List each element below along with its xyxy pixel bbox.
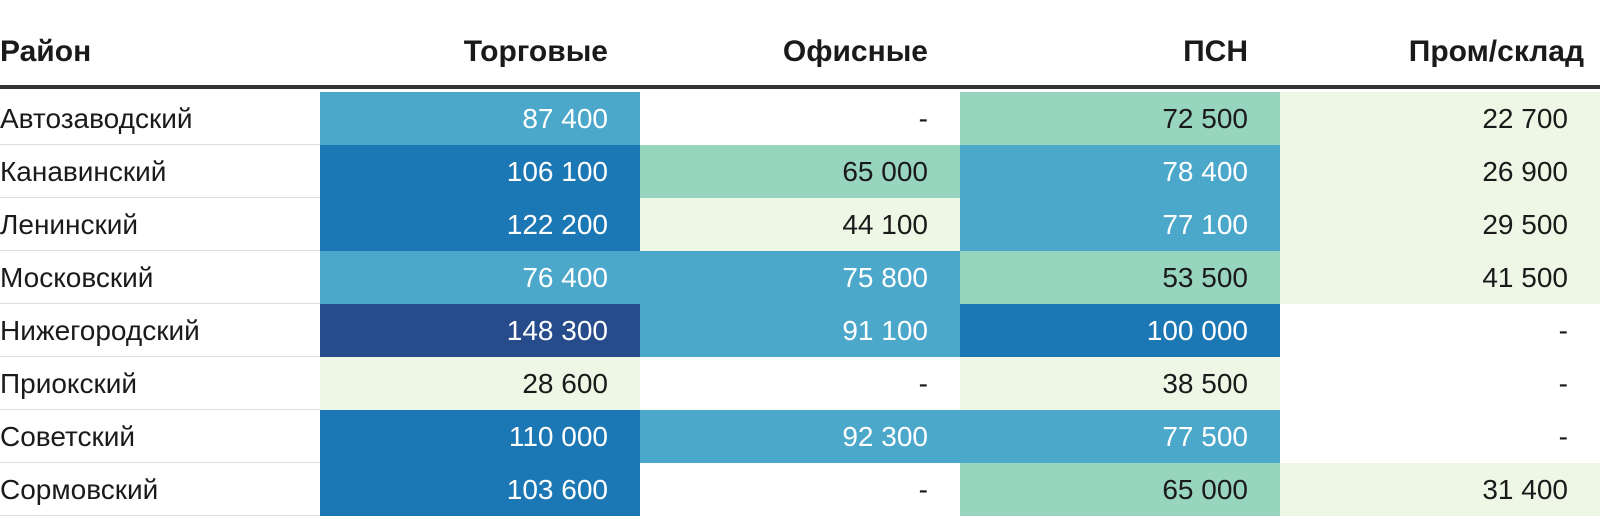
value-cell-psn: 77 500 xyxy=(960,410,1280,463)
value-cell-industrial: 22 700 xyxy=(1280,92,1600,145)
value-cell-psn: 65 000 xyxy=(960,463,1280,516)
value-cell-psn: 77 100 xyxy=(960,198,1280,251)
value-cell-industrial: 41 500 xyxy=(1280,251,1600,304)
value-cell-retail: 110 000 xyxy=(320,410,640,463)
district-name-cell: Советский xyxy=(0,421,136,452)
value-cell-industrial: 26 900 xyxy=(1280,145,1600,198)
district-name-cell: Сормовский xyxy=(0,474,159,505)
value-cell-office: 65 000 xyxy=(640,145,960,198)
column-header-industrial: Пром/склад xyxy=(1408,35,1584,68)
table-row: Ленинский 122 200 44 100 77 100 29 500 xyxy=(0,198,1600,251)
table-row: Сормовский 103 600-65 000 31 400 xyxy=(0,463,1600,516)
value-cell-office: - xyxy=(640,357,960,410)
value-cell-office: 91 100 xyxy=(640,304,960,357)
value-cell-office: - xyxy=(640,92,960,145)
table-row: Нижегородский 148 300 91 100 100 000- xyxy=(0,304,1600,357)
district-name-cell: Ленинский xyxy=(0,209,139,240)
column-header-office: Офисные xyxy=(782,35,928,68)
table-header: Район Торговые Офисные ПСН Пром/склад xyxy=(0,0,1600,89)
column-header-psn: ПСН xyxy=(1183,35,1248,68)
table-row: Автозаводский 87 400-72 500 22 700 xyxy=(0,92,1600,145)
table-row: Советский 110 000 92 300 77 500- xyxy=(0,410,1600,463)
value-cell-industrial: - xyxy=(1280,357,1600,410)
value-cell-retail: 148 300 xyxy=(320,304,640,357)
value-cell-office: 44 100 xyxy=(640,198,960,251)
column-header-retail: Торговые xyxy=(463,35,608,68)
value-cell-office: - xyxy=(640,463,960,516)
value-cell-retail: 122 200 xyxy=(320,198,640,251)
district-name-cell: Московский xyxy=(0,262,154,293)
value-cell-retail: 87 400 xyxy=(320,92,640,145)
table-row: Московский 76 400 75 800 53 500 41 500 xyxy=(0,251,1600,304)
district-name-cell: Приокский xyxy=(0,368,138,399)
value-cell-retail: 103 600 xyxy=(320,463,640,516)
district-name-cell: Канавинский xyxy=(0,156,167,187)
value-cell-retail: 28 600 xyxy=(320,357,640,410)
district-name-cell: Нижегородский xyxy=(0,315,200,346)
value-cell-psn: 38 500 xyxy=(960,357,1280,410)
value-cell-industrial: - xyxy=(1280,410,1600,463)
value-cell-psn: 72 500 xyxy=(960,92,1280,145)
value-cell-industrial: 31 400 xyxy=(1280,463,1600,516)
value-cell-office: 92 300 xyxy=(640,410,960,463)
value-cell-psn: 100 000 xyxy=(960,304,1280,357)
value-cell-industrial: 29 500 xyxy=(1280,198,1600,251)
column-header-district: Район xyxy=(0,35,92,68)
value-cell-retail: 76 400 xyxy=(320,251,640,304)
value-cell-industrial: - xyxy=(1280,304,1600,357)
value-cell-office: 75 800 xyxy=(640,251,960,304)
table-body: Автозаводский 87 400-72 500 22 700 Канавинс… xyxy=(0,92,1600,516)
value-cell-psn: 78 400 xyxy=(960,145,1280,198)
value-cell-retail: 106 100 xyxy=(320,145,640,198)
table-row: Приокский 28 600-38 500- xyxy=(0,357,1600,410)
value-cell-psn: 53 500 xyxy=(960,251,1280,304)
table-row: Канавинский 106 100 65 000 78 400 26 900 xyxy=(0,145,1600,198)
district-name-cell: Автозаводский xyxy=(0,103,193,134)
